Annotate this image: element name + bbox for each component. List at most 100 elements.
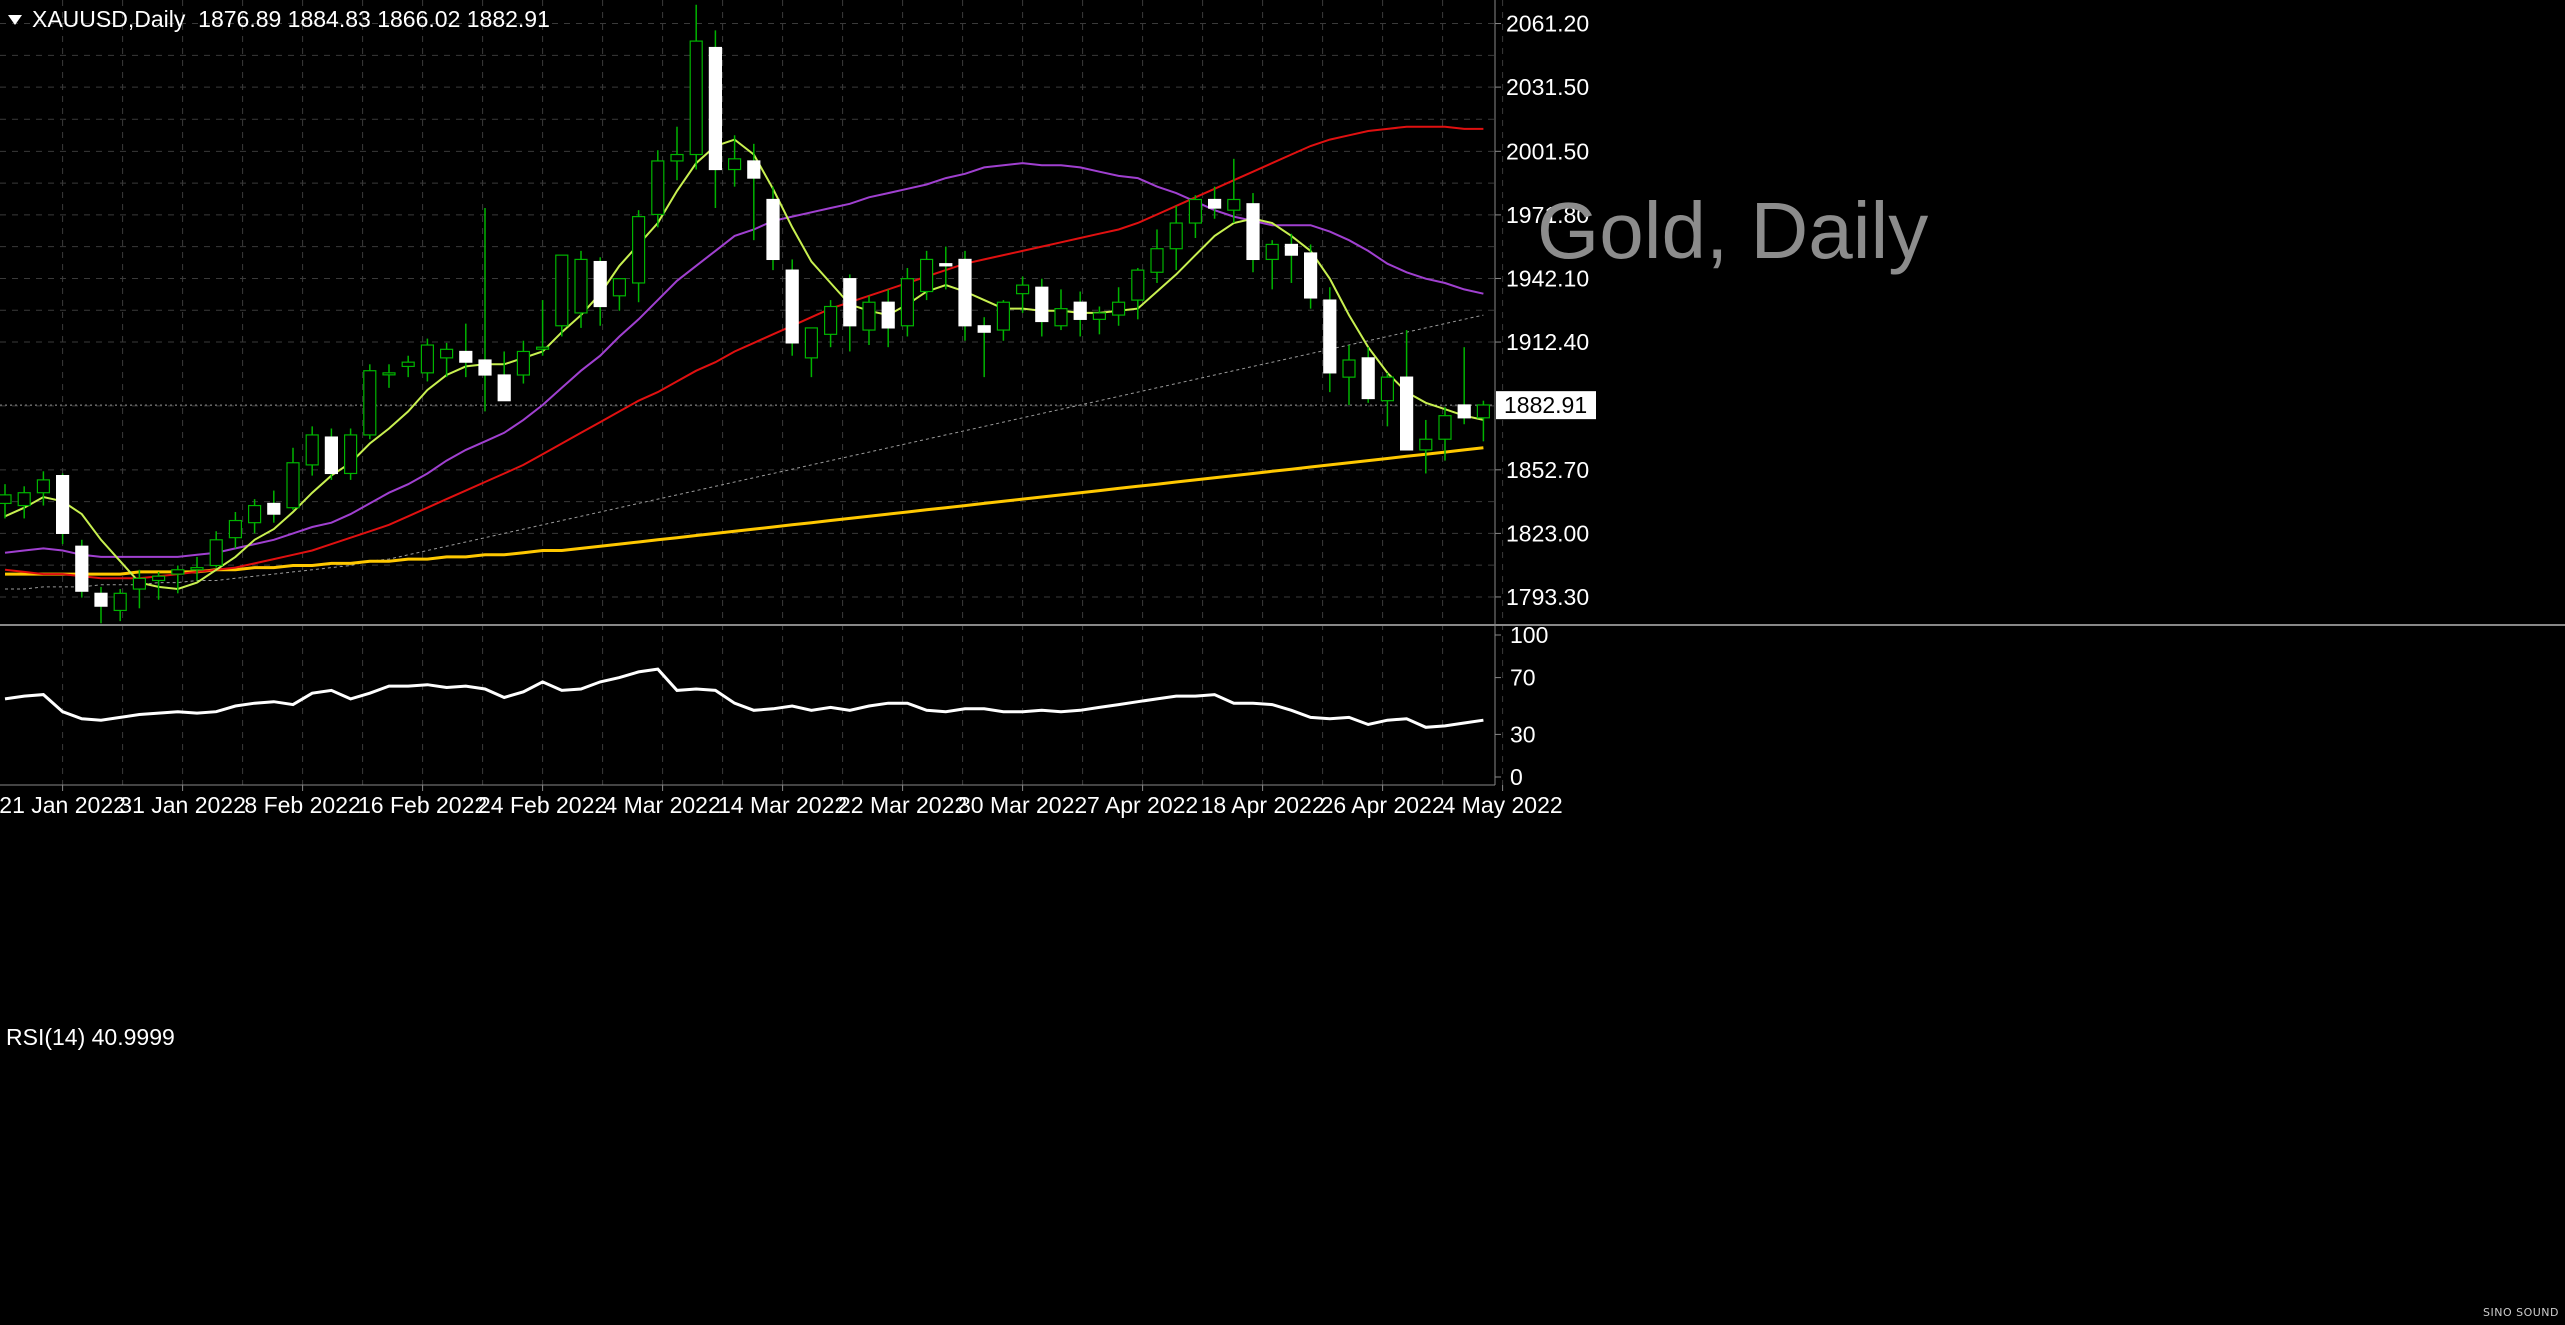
symbol-label: XAUUSD,Daily <box>32 6 186 32</box>
axes: 2061.20 2031.50 2001.50 1971.80 1942.10 1912.… <box>0 0 2565 818</box>
candle-body-bull <box>152 575 166 582</box>
candle <box>305 426 319 476</box>
candle-body-bear <box>478 359 492 376</box>
candle <box>190 556 204 581</box>
candle-body-bear <box>785 269 799 344</box>
y-tick-label: 1942.10 <box>1506 265 1589 291</box>
x-tick-label: 31 Jan 2022 <box>119 792 246 818</box>
rsi-panel <box>4 667 1484 729</box>
candle-body-bull <box>1438 415 1452 440</box>
candle-body-bull <box>1054 308 1068 327</box>
x-tick-label: 16 Feb 2022 <box>358 792 487 818</box>
x-tick-label: 30 Mar 2022 <box>958 792 1087 818</box>
moving-averages <box>4 125 1484 591</box>
candle <box>977 317 991 378</box>
candle-body-bull <box>804 327 819 359</box>
candle <box>593 257 607 326</box>
rsi-tick-label: 100 <box>1510 622 1548 648</box>
candle-body-bull <box>631 216 646 284</box>
candle <box>727 135 742 187</box>
candle <box>785 259 799 356</box>
candle <box>401 355 415 378</box>
candle <box>1361 347 1375 403</box>
y-tick-label: 1793.30 <box>1506 584 1589 610</box>
y-tick-label: 1823.00 <box>1506 520 1589 546</box>
candle <box>1131 267 1145 320</box>
candle <box>497 351 511 402</box>
candle-body-bull <box>900 278 915 327</box>
candle <box>900 267 915 337</box>
rsi-tick-label: 70 <box>1510 665 1536 691</box>
dropdown-triangle-icon[interactable] <box>8 14 22 25</box>
candle-body-bull <box>401 361 415 368</box>
candle-body-bull <box>171 569 185 575</box>
candle-body-bull <box>1169 222 1183 250</box>
candle-body-bull <box>440 348 454 359</box>
ma-mid-line <box>4 162 1484 558</box>
candle <box>1380 372 1395 427</box>
rsi-line <box>4 667 1484 729</box>
x-tick-label: 14 Mar 2022 <box>718 792 847 818</box>
candle <box>94 586 108 624</box>
candle <box>132 569 146 609</box>
candle <box>420 338 434 382</box>
candle-body-bear <box>1207 198 1222 209</box>
candle-body-bull <box>420 344 434 374</box>
candle-body-bull <box>996 301 1011 331</box>
candle <box>535 300 550 356</box>
candle <box>478 208 492 412</box>
candle <box>958 250 972 341</box>
candle <box>766 186 780 271</box>
candle <box>1207 186 1222 219</box>
ma-slow-line <box>4 125 1484 580</box>
candle-body-bull <box>286 462 300 509</box>
x-tick-label: 26 Apr 2022 <box>1321 792 1445 818</box>
candle <box>631 210 646 303</box>
candle-body-bear <box>843 278 857 327</box>
candle <box>248 499 262 534</box>
candle-body-bear <box>1361 357 1375 400</box>
candle <box>171 565 185 594</box>
y-tick-label: 2061.20 <box>1506 11 1589 37</box>
y-tick-label: 2001.50 <box>1506 138 1589 164</box>
y-tick-label: 1912.40 <box>1506 329 1589 355</box>
candle-body-bear <box>881 301 895 329</box>
candle <box>651 150 665 228</box>
candle-body-bear <box>1073 301 1087 320</box>
candle <box>516 340 531 384</box>
candle-body-bear <box>497 374 511 402</box>
candle-body-bear <box>958 258 972 327</box>
candle-body-bear <box>1399 376 1414 451</box>
candle-body-bear <box>708 46 723 171</box>
ma-100-line <box>5 314 1484 590</box>
candle <box>919 250 934 301</box>
candle-body-bear <box>1246 203 1260 261</box>
y-tick-label: 1852.70 <box>1506 457 1589 483</box>
candle-body-bear <box>324 436 338 475</box>
candle-body-bull <box>1419 438 1433 451</box>
candle <box>1015 276 1030 313</box>
candle <box>689 4 703 170</box>
candle-body-bear <box>747 160 761 179</box>
ohlc-values: 1876.89 1884.83 1866.02 1882.91 <box>198 6 550 32</box>
candle <box>0 484 12 519</box>
candle <box>55 473 70 545</box>
candle-body-bull <box>1380 376 1395 402</box>
candle <box>1323 287 1337 393</box>
candle-body-bull <box>1111 301 1126 316</box>
candle <box>324 428 338 480</box>
candle <box>209 531 223 568</box>
candle <box>1399 330 1414 451</box>
candle-body-bull <box>0 494 12 505</box>
y-tick-label: 1971.80 <box>1506 202 1589 228</box>
candle-body-bull <box>1476 404 1491 419</box>
x-tick-label: 22 Mar 2022 <box>838 792 967 818</box>
candle <box>555 254 569 337</box>
candle-body-bull <box>228 519 242 539</box>
rsi-label: RSI(14) 40.9999 <box>6 1024 175 1050</box>
candle-body-bear <box>459 350 473 363</box>
candle <box>440 342 454 378</box>
candle-body-bull <box>132 577 146 590</box>
candle-body-bull <box>363 370 377 436</box>
